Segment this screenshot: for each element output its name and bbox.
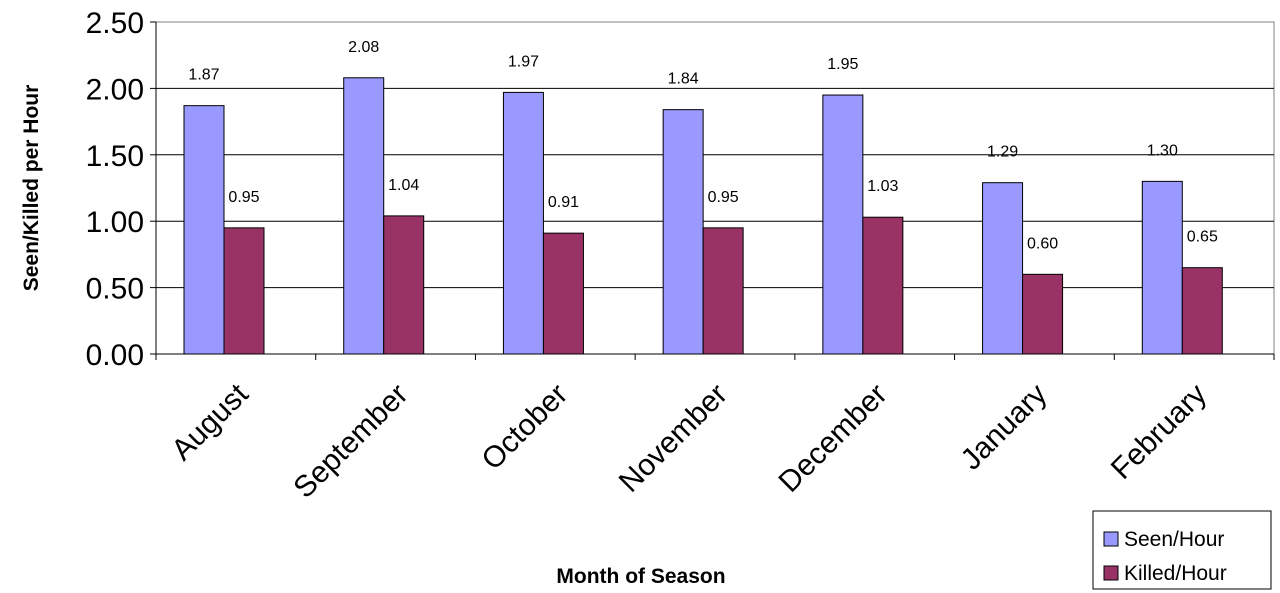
y-tick-label: 1.50 — [86, 140, 144, 173]
data-label: 0.95 — [708, 189, 739, 206]
legend-swatch-seen — [1103, 531, 1119, 547]
y-tick-label: 2.00 — [86, 73, 144, 106]
data-label: 2.08 — [348, 39, 379, 56]
legend-label-seen: Seen/Hour — [1124, 528, 1224, 551]
y-axis-label: Seen/Killed per Hour — [20, 85, 43, 292]
x-tick-label: September — [287, 378, 414, 505]
data-label: 1.29 — [987, 144, 1018, 161]
data-label: 1.95 — [827, 56, 858, 73]
bar-seen — [502, 91, 544, 355]
data-label: 0.60 — [1027, 235, 1058, 252]
x-tick-label: August — [165, 377, 255, 467]
data-label: 0.91 — [548, 194, 579, 211]
x-tick-label: January — [955, 378, 1054, 477]
data-label: 1.84 — [668, 71, 699, 88]
x-tick-label: February — [1105, 378, 1213, 486]
bar-seen — [822, 94, 864, 355]
x-axis-label: Month of Season — [556, 565, 725, 588]
bar-killed — [223, 227, 265, 355]
bar-seen — [662, 109, 704, 355]
legend-swatch-killed — [1103, 565, 1119, 581]
x-tick-label: November — [613, 378, 734, 499]
data-label: 1.87 — [188, 67, 219, 84]
bar-killed — [383, 215, 425, 355]
bar-killed — [1181, 267, 1223, 355]
bar-seen — [982, 182, 1024, 355]
x-tick-label: October — [475, 378, 574, 477]
bar-killed — [542, 232, 584, 355]
y-tick-label: 0.00 — [86, 339, 144, 372]
legend-label-killed: Killed/Hour — [1124, 562, 1227, 585]
data-label: 1.30 — [1147, 142, 1178, 159]
y-axis: 0.00 0.50 1.00 1.50 2.00 2.50 — [86, 7, 157, 372]
data-label: 1.04 — [388, 177, 419, 194]
bar-seen — [1141, 180, 1183, 355]
legend-frame — [1092, 510, 1272, 590]
y-tick-label: 1.00 — [86, 206, 144, 239]
data-label: 1.03 — [867, 178, 898, 195]
bars: 1.87 0.95 2.08 1.04 1.97 0.91 1.84 0.95 1.95 1.03… — [183, 39, 1223, 355]
bar-killed — [862, 216, 904, 355]
data-label: 0.65 — [1187, 229, 1218, 246]
bar-killed — [1022, 273, 1064, 355]
y-tick-label: 2.50 — [86, 7, 144, 40]
legend: Seen/Hour Killed/Hour — [1092, 510, 1272, 590]
bar-seen — [183, 105, 225, 355]
y-tick-label: 0.50 — [86, 273, 144, 306]
bar-seen — [343, 77, 385, 355]
data-label: 1.97 — [508, 53, 539, 70]
bar-killed — [702, 227, 744, 355]
x-tick-label: December — [772, 378, 893, 499]
data-label: 0.95 — [228, 189, 259, 206]
x-axis: August September October November December Ja… — [155, 353, 1275, 505]
